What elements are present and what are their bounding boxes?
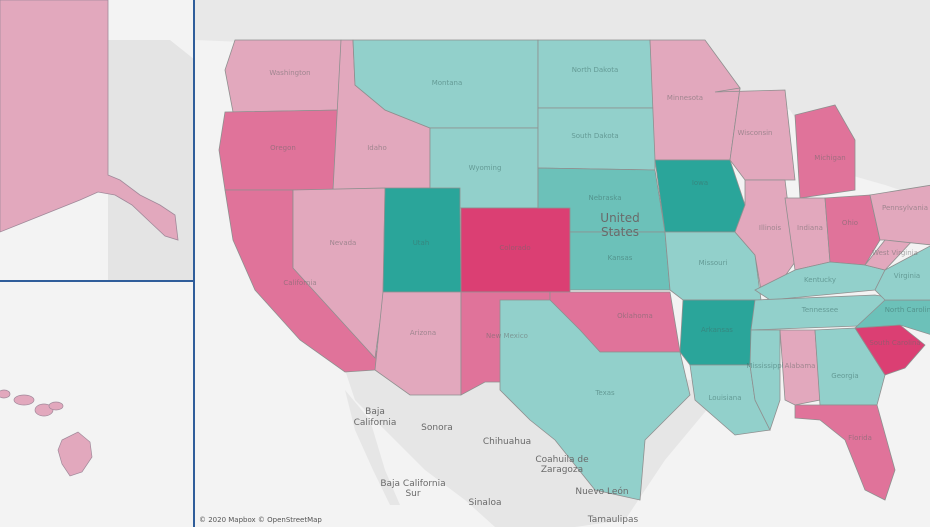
state-label-oklahoma: Oklahoma [617, 312, 653, 320]
state-virginia[interactable] [874, 245, 930, 301]
state-iowa[interactable] [654, 159, 746, 233]
state-alaska[interactable] [0, 0, 179, 241]
hawaii-map[interactable] [0, 282, 195, 527]
state-label-wyoming: Wyoming [469, 164, 502, 172]
state-hawaii[interactable] [0, 389, 93, 477]
state-label-south-dakota: South Dakota [571, 132, 618, 140]
state-label-louisiana: Louisiana [708, 394, 741, 402]
state-label-nevada: Nevada [330, 239, 357, 247]
mexico-label-baja: Baja [365, 407, 385, 417]
alaska-inset[interactable] [0, 0, 195, 282]
state-label-minnesota: Minnesota [667, 94, 703, 102]
state-label-alabama: Alabama [785, 362, 816, 370]
state-label-montana: Montana [432, 79, 463, 87]
state-label-indiana: Indiana [797, 224, 823, 232]
state-north-carolina[interactable] [853, 299, 930, 335]
hawaii-inset[interactable] [0, 280, 195, 527]
state-label-washington: Washington [269, 69, 310, 77]
state-label-north-carolina: North Carolina [885, 306, 930, 314]
state-label-missouri: Missouri [699, 259, 728, 267]
state-label-south-carolina: South Carolina [869, 339, 920, 347]
hawaii-water [0, 282, 193, 527]
canada-land-alaska [108, 40, 193, 280]
state-label-georgia: Georgia [831, 372, 858, 380]
canada-land [195, 0, 930, 195]
map-attribution: © 2020 Mapbox © OpenStreetMap [199, 516, 322, 524]
state-utah[interactable] [382, 187, 462, 293]
state-label-california: California [283, 279, 316, 287]
mexico-label-sonora: Sonora [421, 423, 453, 433]
state-label-virginia: Virginia [894, 272, 920, 280]
state-arizona[interactable] [374, 291, 462, 396]
state-label-tennessee: Tennessee [801, 306, 838, 314]
state-label-kansas: Kansas [608, 254, 633, 262]
mexico-label-coahuila: Coahuila de [535, 455, 589, 465]
state-label-utah: Utah [413, 239, 430, 247]
state-label-illinois: Illinois [759, 224, 782, 232]
alaska-map[interactable] [0, 0, 195, 282]
state-georgia[interactable] [814, 327, 886, 406]
state-florida[interactable] [794, 404, 896, 501]
main-map[interactable]: Pennsylvania West Virginia Virginia North C… [193, 0, 930, 527]
baja-land [345, 390, 400, 505]
state-label-pennsylvania: Pennsylvania [882, 204, 928, 212]
state-label-florida: Florida [848, 434, 872, 442]
state-ohio[interactable] [824, 194, 881, 266]
state-label-idaho: Idaho [367, 144, 387, 152]
state-texas[interactable] [499, 299, 691, 501]
state-label-nebraska: Nebraska [588, 194, 621, 202]
state-label-new-mexico: New Mexico [486, 332, 528, 340]
mexico-label-sinaloa: Sinaloa [469, 498, 502, 508]
state-label-iowa: Iowa [692, 179, 708, 187]
state-label-texas: Texas [594, 389, 615, 397]
state-pennsylvania[interactable] [869, 184, 930, 246]
state-label-arizona: Arizona [410, 329, 436, 337]
state-label-michigan: Michigan [814, 154, 845, 162]
mexico-label-tamaulipas: Tamaulipas [587, 515, 639, 525]
state-michigan[interactable] [794, 104, 856, 199]
states-layer [218, 39, 930, 501]
country-label-line1: United [600, 211, 639, 225]
mexico-label-california: California [354, 418, 397, 428]
mexico-label-nuevo-leon: Nuevo León [575, 486, 628, 497]
state-north-dakota[interactable] [537, 39, 656, 109]
state-label-kentucky: Kentucky [804, 276, 836, 284]
mexico-label-zaragoza: Zaragoza [541, 465, 583, 475]
state-label-west-virginia: West Virginia [872, 249, 918, 257]
contiguous-us-map[interactable]: Pennsylvania West Virginia Virginia North C… [195, 0, 930, 527]
state-label-oregon: Oregon [270, 144, 296, 152]
state-label-ohio: Ohio [842, 219, 858, 227]
country-label-line2: States [601, 225, 639, 239]
state-label-wisconsin: Wisconsin [738, 129, 773, 137]
state-label-colorado: Colorado [499, 244, 530, 252]
state-label-mississippi: Mississippi [746, 362, 783, 370]
state-label-north-dakota: North Dakota [572, 66, 619, 74]
state-label-arkansas: Arkansas [701, 326, 733, 334]
mexico-label-bcs: Baja California [380, 479, 445, 489]
state-alabama[interactable] [779, 329, 821, 406]
labels-layer: Pennsylvania West Virginia Virginia North C… [269, 66, 930, 525]
mexico-label-sur: Sur [405, 489, 420, 499]
mexico-label-chihuahua: Chihuahua [483, 437, 531, 447]
